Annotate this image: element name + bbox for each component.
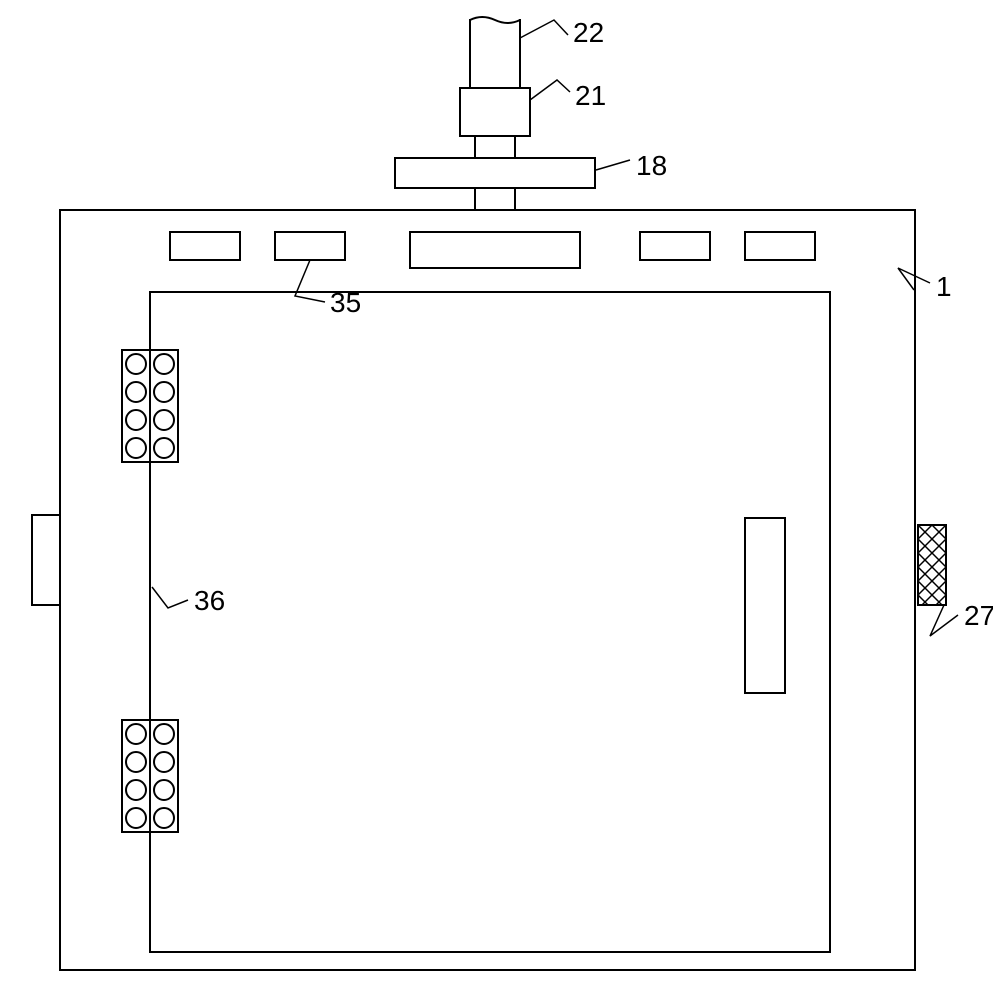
svg-text:36: 36 (194, 585, 225, 616)
svg-text:1: 1 (936, 271, 952, 302)
diagram-svg: 22 21 18 35 1 36 27 (0, 0, 993, 1000)
svg-text:18: 18 (636, 150, 667, 181)
svg-text:35: 35 (330, 287, 361, 318)
svg-text:22: 22 (573, 17, 604, 48)
svg-text:21: 21 (575, 80, 606, 111)
svg-text:27: 27 (964, 600, 993, 631)
diagram-canvas: 22 21 18 35 1 36 27 (0, 0, 993, 1000)
